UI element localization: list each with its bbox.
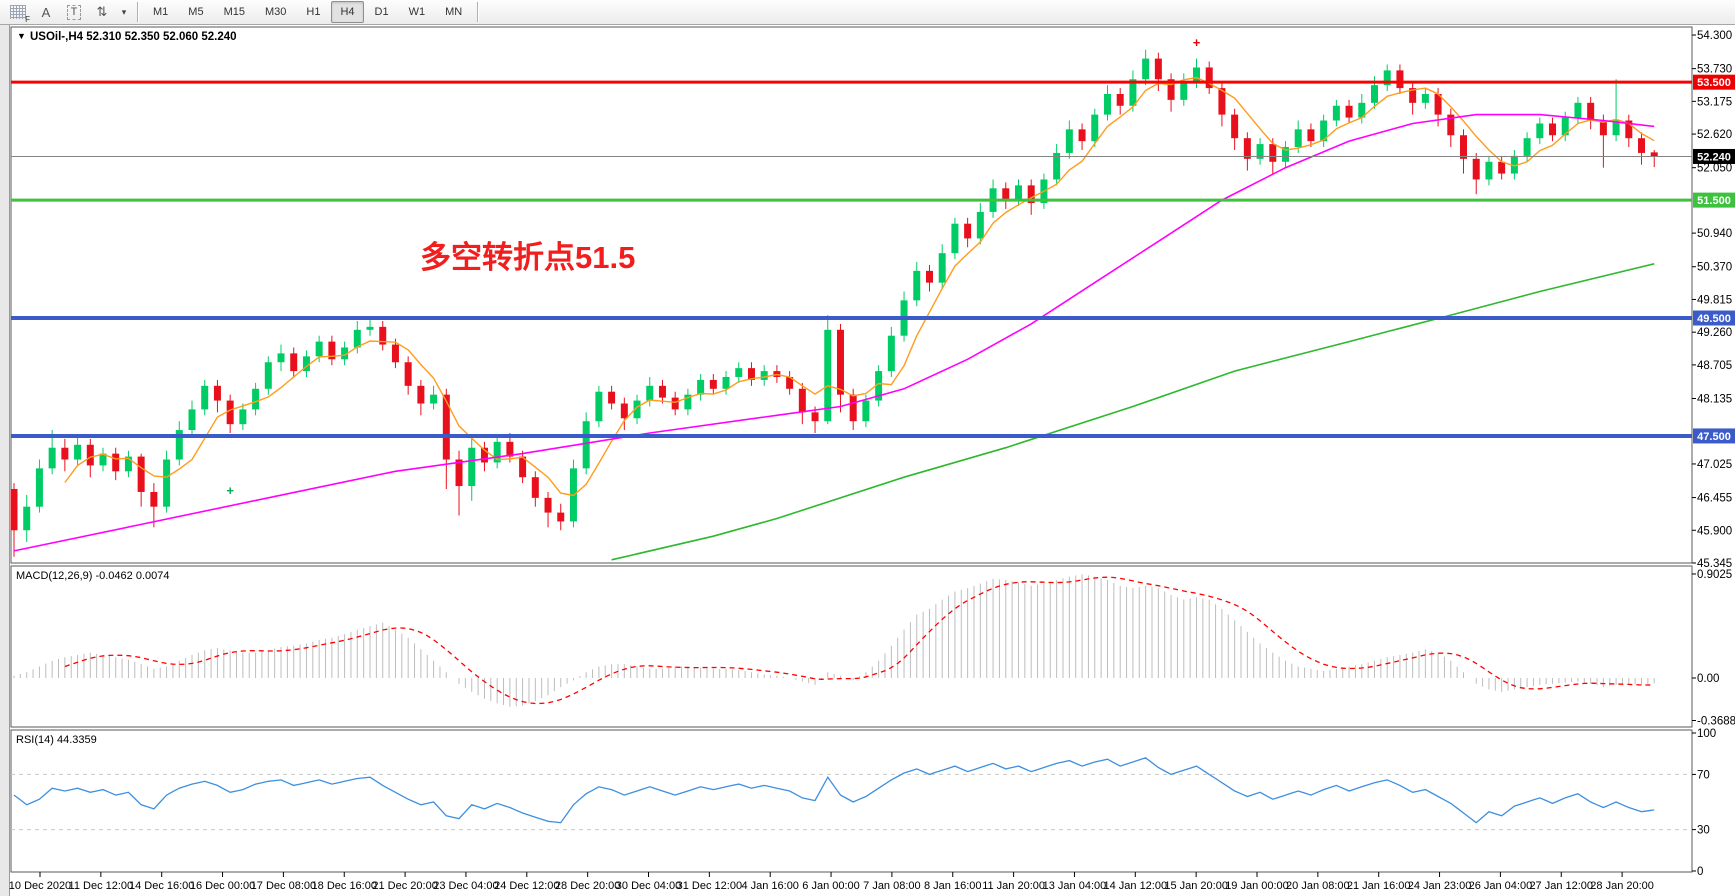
svg-text:30: 30 [1697, 825, 1710, 837]
svg-text:51.500: 51.500 [1697, 195, 1731, 207]
rsi-label: RSI(14) 44.3359 [16, 734, 97, 746]
svg-text:20 Jan 08:00: 20 Jan 08:00 [1286, 880, 1350, 892]
svg-text:49.260: 49.260 [1697, 327, 1732, 339]
macd-pane[interactable] [10, 565, 1693, 728]
horizontal-level-lines[interactable] [11, 80, 1692, 438]
grid-crosshair-icon[interactable]: F [6, 1, 30, 24]
svg-text:0: 0 [1697, 866, 1703, 878]
svg-text:11 Dec 12:00: 11 Dec 12:00 [69, 880, 134, 892]
svg-text:0.00: 0.00 [1697, 673, 1719, 685]
svg-text:16 Dec 00:00: 16 Dec 00:00 [190, 880, 255, 892]
svg-text:0.9025: 0.9025 [1697, 569, 1732, 581]
timeframe-button-m15[interactable]: M15 [223, 6, 245, 18]
svg-text:48.705: 48.705 [1697, 360, 1732, 372]
svg-text:46.455: 46.455 [1697, 493, 1732, 505]
toolbar: F A T ⇅ ▾ M1 M5 M15 M30 H1 H4 D1 W1 MN [0, 0, 1735, 25]
svg-text:28 Jan 20:00: 28 Jan 20:00 [1590, 880, 1654, 892]
svg-text:50.370: 50.370 [1697, 262, 1732, 274]
svg-text:28 Dec 20:00: 28 Dec 20:00 [555, 880, 620, 892]
svg-text:27 Jan 12:00: 27 Jan 12:00 [1529, 880, 1593, 892]
svg-text:100: 100 [1697, 728, 1716, 740]
left-panel-strip[interactable] [0, 25, 10, 896]
svg-text:47.500: 47.500 [1697, 431, 1731, 443]
svg-text:13 Jan 04:00: 13 Jan 04:00 [1043, 880, 1107, 892]
symbol-dropdown-icon[interactable]: ▼ [17, 31, 26, 41]
svg-text:49.500: 49.500 [1697, 313, 1731, 325]
svg-text:52.050: 52.050 [1697, 163, 1732, 175]
svg-text:8 Jan 16:00: 8 Jan 16:00 [924, 880, 982, 892]
timeframe-button-h1[interactable]: H1 [306, 6, 321, 18]
timeframe-button-group: M1 M5 M15 M30 H1 H4 D1 W1 MN [143, 1, 472, 23]
rsi-series [11, 757, 1692, 831]
main-chart-pane[interactable] [10, 26, 1693, 564]
svg-text:23 Dec 04:00: 23 Dec 04:00 [433, 880, 498, 892]
svg-text:30 Dec 04:00: 30 Dec 04:00 [616, 880, 681, 892]
text-label-icon[interactable]: A [41, 4, 51, 20]
svg-text:31 Dec 12:00: 31 Dec 12:00 [677, 880, 742, 892]
moving-average-lines [13, 76, 1655, 561]
svg-text:14 Dec 16:00: 14 Dec 16:00 [129, 880, 194, 892]
svg-text:70: 70 [1697, 769, 1710, 781]
svg-text:+: + [226, 483, 234, 498]
candlestick-series [10, 49, 1658, 557]
svg-text:26 Jan 04:00: 26 Jan 04:00 [1469, 880, 1533, 892]
svg-text:24 Dec 12:00: 24 Dec 12:00 [494, 880, 559, 892]
svg-text:-0.3688: -0.3688 [1697, 716, 1735, 728]
svg-text:50.940: 50.940 [1697, 228, 1732, 240]
svg-text:21 Jan 16:00: 21 Jan 16:00 [1347, 880, 1411, 892]
macd-label: MACD(12,26,9) -0.0462 0.0074 [16, 570, 169, 582]
svg-text:10 Dec 2020: 10 Dec 2020 [9, 880, 71, 892]
chart-area: + + 54.300 53.730 53.175 52.620 52.050 50.940 5… [0, 25, 1735, 896]
chart-annotation: 多空转折点51.5 [420, 240, 635, 275]
timeframe-button-m5[interactable]: M5 [188, 6, 204, 18]
timeframe-button-d1[interactable]: D1 [374, 6, 389, 18]
macd-series [13, 574, 1655, 707]
arrows-objects-icon[interactable]: ⇅ [96, 4, 108, 19]
svg-text:53.500: 53.500 [1697, 77, 1731, 89]
chart-legend: USOil-,H4 52.310 52.350 52.060 52.240 [30, 31, 237, 43]
svg-text:24 Jan 23:00: 24 Jan 23:00 [1408, 880, 1472, 892]
text-box-icon[interactable]: T [62, 1, 86, 23]
price-axis[interactable]: 54.300 53.730 53.175 52.620 52.050 50.940 50.3… [1692, 30, 1735, 878]
svg-text:17 Dec 08:00: 17 Dec 08:00 [251, 880, 316, 892]
svg-text:49.815: 49.815 [1697, 294, 1732, 306]
svg-text:19 Jan 00:00: 19 Jan 00:00 [1225, 880, 1289, 892]
svg-text:18 Dec 16:00: 18 Dec 16:00 [312, 880, 377, 892]
svg-text:6 Jan 00:00: 6 Jan 00:00 [802, 880, 860, 892]
trade-markers: ++ [226, 35, 1200, 498]
svg-text:+: + [1193, 35, 1201, 50]
svg-text:45.900: 45.900 [1697, 525, 1732, 537]
toolbar-separator [477, 2, 479, 22]
timeframe-button-m1[interactable]: M1 [153, 6, 169, 18]
svg-text:54.300: 54.300 [1697, 30, 1732, 42]
svg-text:11 Jan 20:00: 11 Jan 20:00 [982, 880, 1045, 892]
dropdown-caret-icon[interactable]: ▾ [121, 6, 127, 17]
svg-text:53.175: 53.175 [1697, 96, 1732, 108]
svg-text:45.345: 45.345 [1697, 558, 1732, 570]
svg-text:15 Jan 20:00: 15 Jan 20:00 [1164, 880, 1228, 892]
svg-text:48.135: 48.135 [1697, 394, 1732, 406]
svg-text:47.025: 47.025 [1697, 459, 1732, 471]
toolbar-separator [137, 2, 138, 22]
svg-text:4 Jan 16:00: 4 Jan 16:00 [741, 880, 799, 892]
svg-text:7 Jan 08:00: 7 Jan 08:00 [863, 880, 921, 892]
svg-text:52.620: 52.620 [1697, 129, 1732, 141]
timeframe-button-w1[interactable]: W1 [408, 6, 426, 18]
timeframe-button-m30[interactable]: M30 [264, 6, 287, 18]
svg-text:53.730: 53.730 [1697, 64, 1732, 76]
svg-text:14 Jan 12:00: 14 Jan 12:00 [1103, 880, 1167, 892]
timeframe-button-h4[interactable]: H4 [331, 1, 364, 23]
svg-text:21 Dec 20:00: 21 Dec 20:00 [372, 880, 437, 892]
timeframe-button-mn[interactable]: MN [445, 6, 463, 18]
svg-text:52.240: 52.240 [1697, 151, 1731, 163]
